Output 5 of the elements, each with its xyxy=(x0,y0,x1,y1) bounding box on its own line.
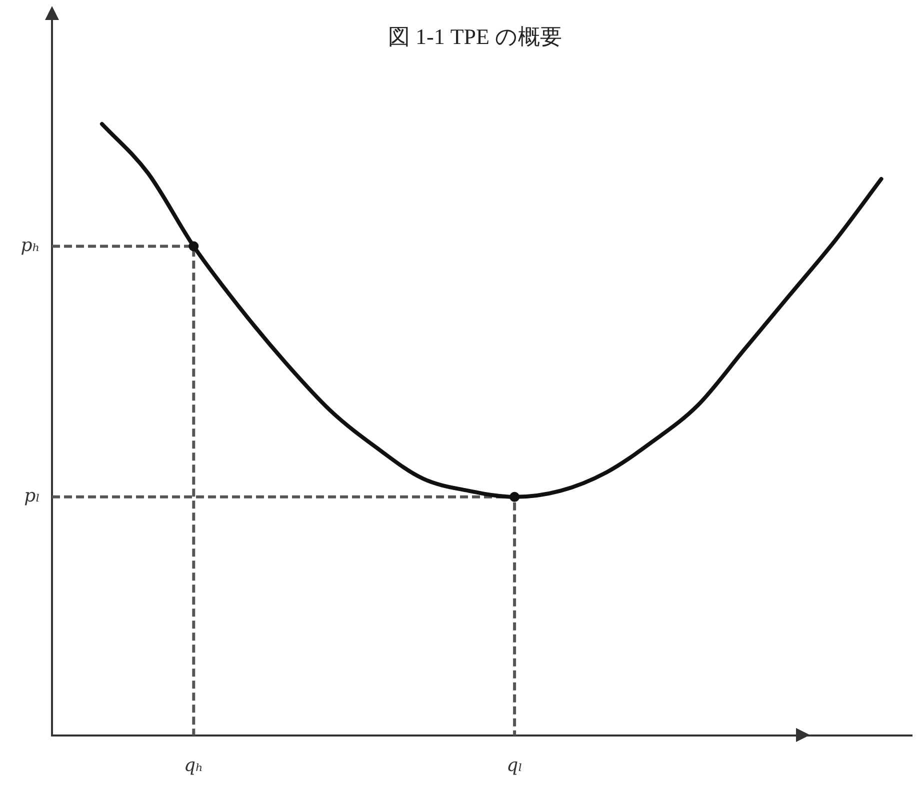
x-tick-label: qₕ xyxy=(184,754,204,776)
text: pₕ xyxy=(20,234,40,256)
text: pₗ xyxy=(24,486,40,507)
x-tick-label: qₗ xyxy=(506,754,522,776)
chart-title: 図 1-1 TPE の概要 xyxy=(387,23,563,51)
